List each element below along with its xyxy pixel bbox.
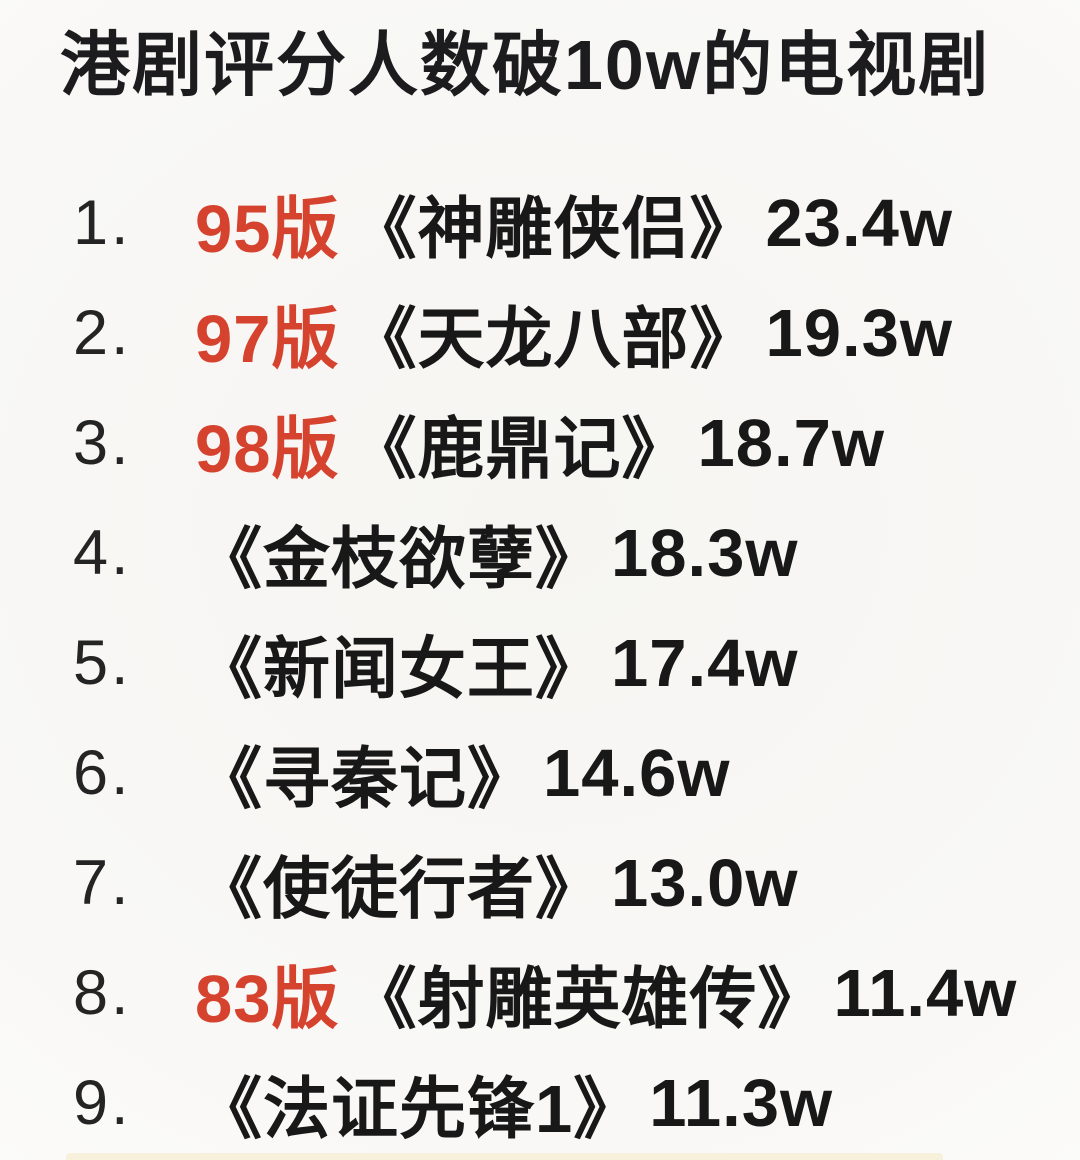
- item-drama-title: 《金枝欲孽》: [195, 521, 603, 597]
- list-item: 5. 《新闻女王》 17.4w: [73, 608, 1017, 718]
- item-rank: 8.: [73, 958, 132, 1028]
- item-rank: 1.: [73, 188, 132, 258]
- item-drama-title: 《射雕英雄传》: [349, 961, 826, 1037]
- item-drama-title: 《新闻女王》: [195, 631, 603, 707]
- item-rating-count: 19.3w: [765, 295, 954, 371]
- item-rating-count: 17.4w: [611, 625, 799, 701]
- drama-ranking-list: 1. 95版 《神雕侠侣》 23.4w 2. 97版 《天龙八部》 19.3w …: [73, 168, 1017, 1158]
- item-drama-title: 《寻秦记》: [195, 741, 535, 817]
- list-item: 8. 83版 《射雕英雄传》 11.4w: [73, 938, 1017, 1048]
- item-rating-count: 18.7w: [697, 405, 886, 481]
- item-rank: 4.: [73, 518, 132, 588]
- item-era-badge: 97版: [195, 301, 340, 377]
- item-rank: 5.: [73, 628, 132, 698]
- item-rating-count: 13.0w: [611, 845, 799, 921]
- item-drama-title: 《鹿鼎记》: [349, 411, 690, 487]
- item-era-badge: 95版: [195, 191, 340, 267]
- item-era-badge: 83版: [195, 961, 340, 1037]
- item-rank: 7.: [73, 848, 132, 918]
- list-item: 1. 95版 《神雕侠侣》 23.4w: [73, 168, 1017, 278]
- item-drama-title: 《法证先锋1》: [195, 1071, 642, 1147]
- list-item: 4. 《金枝欲孽》 18.3w: [73, 498, 1017, 608]
- item-rating-count: 18.3w: [611, 515, 799, 591]
- item-rating-count: 11.4w: [833, 955, 1018, 1031]
- item-drama-title: 《使徒行者》: [195, 851, 603, 927]
- item-rank: 6.: [73, 738, 132, 808]
- item-rating-count: 14.6w: [543, 735, 731, 811]
- item-rank: 3.: [73, 408, 132, 478]
- list-item: 3. 98版 《鹿鼎记》 18.7w: [73, 388, 1017, 498]
- item-rank: 2.: [73, 298, 132, 368]
- list-item: 2. 97版 《天龙八部》 19.3w: [73, 278, 1017, 388]
- item-rating-count: 11.3w: [649, 1065, 834, 1141]
- item-drama-title: 《天龙八部》: [349, 301, 758, 377]
- item-rank: 9.: [73, 1068, 132, 1138]
- bottom-cropped-strip: [66, 1153, 943, 1160]
- page-title: 港剧评分人数破10w的电视剧: [60, 26, 991, 104]
- list-item: 6. 《寻秦记》 14.6w: [73, 718, 1017, 828]
- list-item: 9. 《法证先锋1》 11.3w: [73, 1048, 1017, 1158]
- item-era-badge: 98版: [195, 411, 340, 487]
- item-rating-count: 23.4w: [765, 185, 954, 261]
- list-item: 7. 《使徒行者》 13.0w: [73, 828, 1017, 938]
- item-drama-title: 《神雕侠侣》: [349, 191, 758, 267]
